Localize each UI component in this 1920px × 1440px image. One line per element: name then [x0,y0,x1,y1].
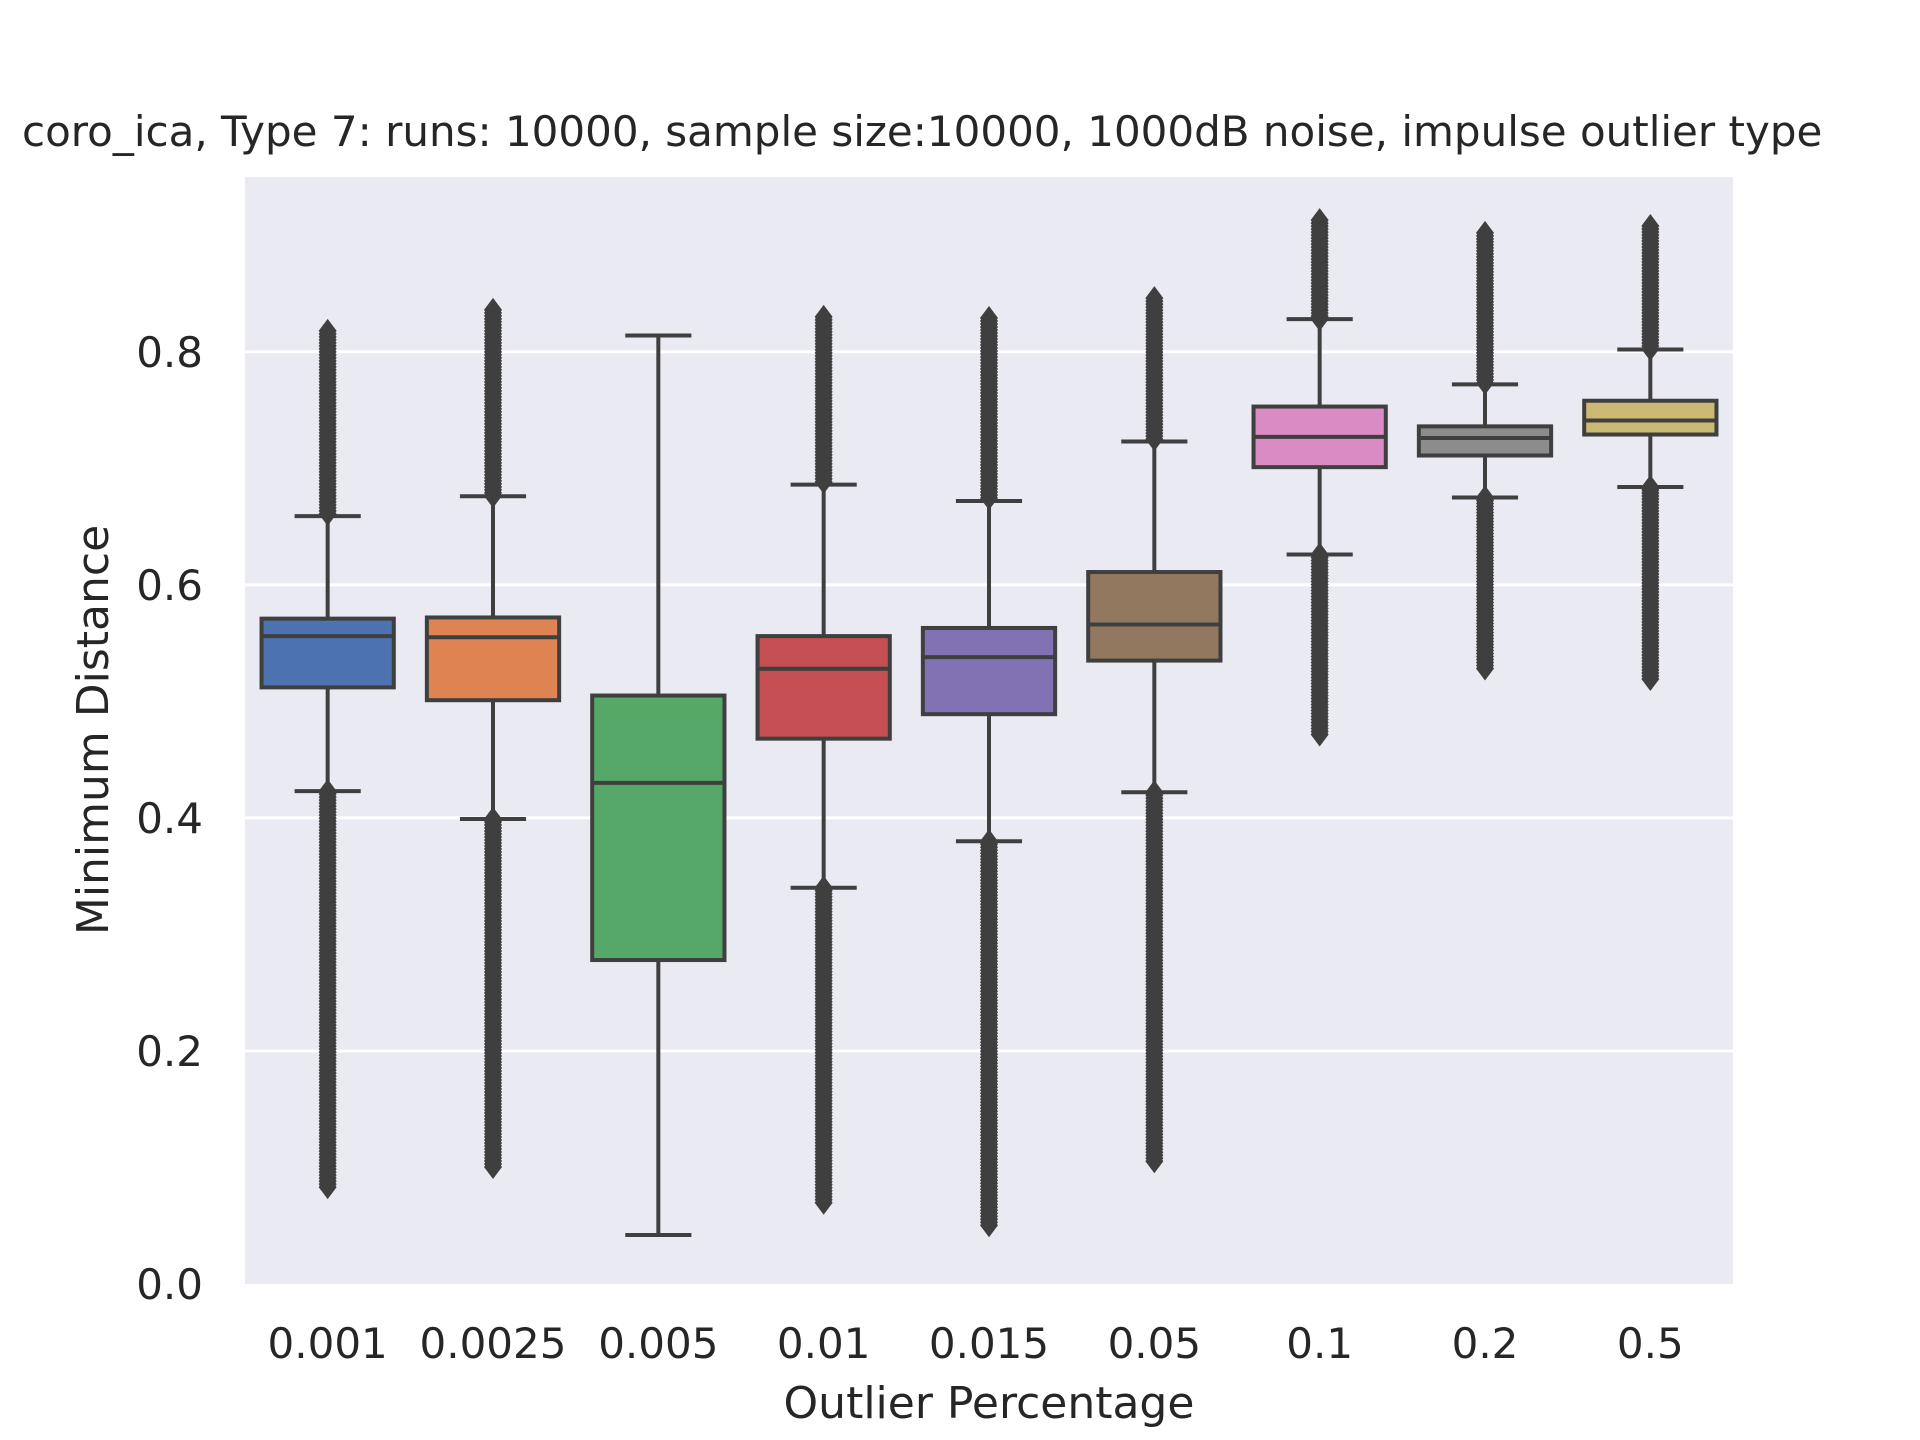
outlier-point [814,469,833,494]
outlier-point [980,485,998,510]
y-tick-label: 0.0 [136,1260,203,1309]
outlier-point [980,1213,998,1238]
outlier-point [814,1190,833,1215]
x-tick-label: 0.001 [268,1319,388,1368]
box-iqr [1416,424,1554,458]
outlier-point [1145,427,1164,452]
box-group [424,297,562,1180]
box-iqr [755,634,892,741]
x-tick-label: 0.5 [1617,1319,1684,1368]
box-group [1251,208,1388,747]
x-tick-label: 0.005 [598,1319,718,1368]
x-tick-labels: 0.001 0.0025 0.005 0.01 0.015 0.05 0.1 0.2 0.5 [268,1319,1684,1368]
box-iqr [590,693,727,963]
x-tick-label: 0.1 [1286,1319,1353,1368]
box-group [590,333,727,1238]
x-tick-label: 0.05 [1108,1319,1202,1368]
y-tick-label: 0.4 [136,794,203,843]
box-iqr [1086,570,1223,663]
box-iqr [259,616,396,690]
y-axis-label: Minimum Distance [68,525,119,935]
outlier-point [318,501,337,526]
outlier-point [484,1155,502,1180]
box-group [755,304,892,1215]
box-iqr [424,615,562,703]
y-tick-label: 0.8 [136,328,203,377]
box-group [259,318,396,1200]
y-tick-label: 0.6 [136,561,203,610]
box-group [1582,213,1719,691]
x-tick-label: 0.2 [1452,1319,1519,1368]
y-tick-label: 0.2 [136,1027,203,1076]
x-tick-label: 0.0025 [420,1319,567,1368]
boxes-layer [259,208,1719,1238]
box-group [1086,286,1223,1174]
x-tick-label: 0.015 [929,1319,1049,1368]
x-axis-label: Outlier Percentage [784,1378,1195,1429]
outlier-point [1476,656,1494,681]
box-group [920,305,1058,1238]
chart-title: coro_ica, Type 7: runs: 10000, sample si… [22,107,1822,156]
outlier-point [318,1175,337,1200]
y-tick-labels: 0.0 0.2 0.4 0.6 0.8 [136,328,203,1309]
box-iqr [1582,398,1719,437]
x-tick-label: 0.01 [777,1319,871,1368]
outlier-point [1310,722,1329,747]
box-iqr [920,625,1058,717]
box-group [1416,220,1554,681]
outlier-point [1145,1149,1164,1174]
outlier-point [1641,666,1660,691]
